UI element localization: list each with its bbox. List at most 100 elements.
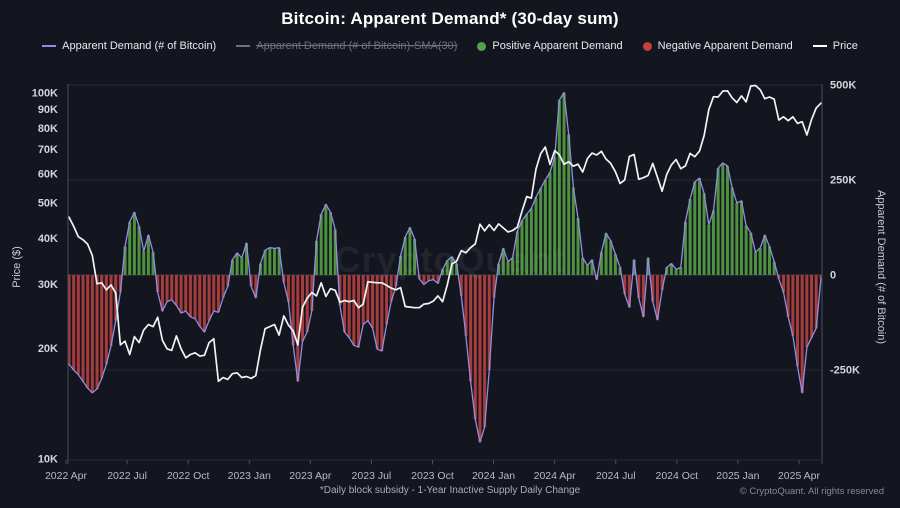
positive-demand-bar: [581, 257, 585, 275]
negative-demand-bar: [637, 275, 641, 298]
price-line: [68, 84, 822, 383]
positive-demand-bar: [441, 269, 445, 275]
positive-demand-bar: [329, 212, 333, 275]
positive-demand-bar: [497, 263, 501, 275]
negative-demand-bar: [623, 275, 627, 294]
negative-demand-bar: [286, 275, 290, 302]
apparent-demand-line: [68, 91, 822, 443]
negative-demand-bar: [478, 275, 482, 443]
positive-demand-bar: [333, 229, 337, 275]
x-axis-tick-label: 2024 Jul: [596, 470, 636, 482]
negative-demand-bar: [641, 275, 645, 317]
left-axis-tick-label: 40K: [38, 233, 58, 245]
positive-demand-bar: [665, 267, 669, 275]
positive-demand-bar: [613, 254, 617, 275]
legend-item-positive-apparent-demand[interactable]: Positive Apparent Demand: [477, 40, 623, 52]
negative-demand-bar: [352, 275, 356, 346]
positive-demand-bar: [230, 259, 234, 275]
positive-demand-bar: [735, 202, 739, 275]
positive-demand-bar: [324, 204, 328, 275]
negative-demand-bar: [366, 275, 370, 321]
legend-item-negative-apparent-demand[interactable]: Negative Apparent Demand: [642, 40, 793, 52]
positive-demand-bar: [721, 162, 725, 275]
positive-demand-bar: [501, 248, 505, 275]
footnote: *Daily block subsidy - 1-Year Inactive S…: [319, 485, 581, 496]
positive-demand-bar: [646, 257, 650, 275]
left-axis-tick-label: 90K: [38, 104, 58, 116]
legend-item-price[interactable]: Price: [812, 40, 858, 52]
legend-dot-icon: [477, 41, 487, 51]
legend-item-apparent-demand-of-bitcoin[interactable]: Apparent Demand (# of Bitcoin): [42, 40, 216, 52]
positive-demand-bar: [716, 168, 720, 275]
negative-demand-bar: [473, 275, 477, 420]
negative-demand-bar: [375, 275, 379, 350]
watermark: CryptoQuant: [335, 239, 566, 280]
positive-demand-bar: [604, 233, 608, 275]
x-axis-tick-label: 2024 Apr: [534, 470, 577, 482]
negative-demand-bar: [95, 275, 99, 389]
legend-line-icon: [812, 45, 827, 47]
positive-demand-bar: [730, 187, 734, 275]
legend: Apparent Demand (# of Bitcoin) Apparent D…: [0, 40, 900, 52]
positive-demand-bar: [576, 218, 580, 275]
legend-item-label: Apparent Demand (# of Bitcoin): [62, 40, 217, 52]
x-axis-tick-label: 2023 Jul: [352, 470, 392, 482]
negative-demand-bar: [800, 275, 804, 393]
positive-demand-bar: [539, 188, 543, 275]
negative-demand-bar: [627, 275, 631, 308]
legend-line-icon: [236, 45, 251, 47]
positive-demand-bar: [240, 257, 244, 275]
positive-demand-bar: [272, 248, 276, 275]
negative-demand-bar: [805, 275, 809, 348]
positive-demand-bar: [609, 240, 613, 275]
x-axis-tick-label: 2023 Apr: [289, 470, 332, 482]
negative-demand-bar: [170, 275, 174, 300]
negative-demand-bar: [174, 275, 178, 306]
positive-demand-bar: [399, 256, 403, 275]
negative-demand-bar: [436, 275, 440, 284]
x-axis-tick-label: 2023 Oct: [411, 470, 454, 482]
negative-demand-bar: [68, 275, 71, 365]
negative-demand-bar: [188, 275, 192, 317]
negative-demand-bar: [221, 275, 225, 298]
positive-demand-bar: [151, 252, 155, 275]
x-axis-tick-label: 2023 Jan: [228, 470, 271, 482]
positive-demand-bar: [632, 259, 636, 275]
positive-demand-bar: [319, 214, 323, 275]
positive-demand-bar: [683, 221, 687, 275]
negative-demand-bar: [184, 275, 188, 312]
positive-demand-bar: [679, 267, 683, 275]
negative-demand-bar: [118, 275, 122, 293]
left-axis-title: Price ($): [11, 246, 23, 288]
negative-demand-bar: [90, 275, 94, 393]
negative-demand-bar: [76, 275, 80, 375]
positive-demand-bar: [553, 157, 557, 275]
negative-demand-bar: [427, 275, 431, 281]
negative-demand-bar: [160, 275, 164, 312]
left-axis-tick-label: 50K: [38, 198, 58, 210]
negative-demand-bar: [361, 275, 365, 325]
legend-item-label: Positive Apparent Demand: [492, 40, 623, 52]
left-axis-tick-label: 60K: [38, 169, 58, 181]
positive-demand-bar: [445, 260, 449, 275]
legend-item-apparent-demand-of-bitcoin-sma-30[interactable]: Apparent Demand (# of Bitcoin)-SMA(30): [236, 40, 457, 52]
negative-demand-bar: [338, 275, 342, 306]
left-axis-tick-label: 20K: [38, 343, 58, 355]
negative-demand-bar: [156, 275, 160, 293]
positive-demand-bar: [268, 247, 272, 275]
negative-demand-bar: [810, 275, 814, 338]
positive-demand-bar: [548, 172, 552, 275]
negative-demand-bar: [109, 275, 113, 347]
positive-demand-bar: [455, 263, 459, 275]
positive-demand-bar: [142, 251, 146, 275]
positive-demand-bar: [674, 269, 678, 275]
negative-demand-bar: [431, 275, 435, 280]
positive-demand-bar: [702, 193, 706, 275]
negative-demand-bar: [347, 275, 351, 338]
positive-demand-bar: [618, 267, 622, 275]
negative-demand-bar: [86, 275, 90, 389]
positive-demand-bar: [590, 259, 594, 275]
positive-demand-bar: [146, 235, 150, 275]
